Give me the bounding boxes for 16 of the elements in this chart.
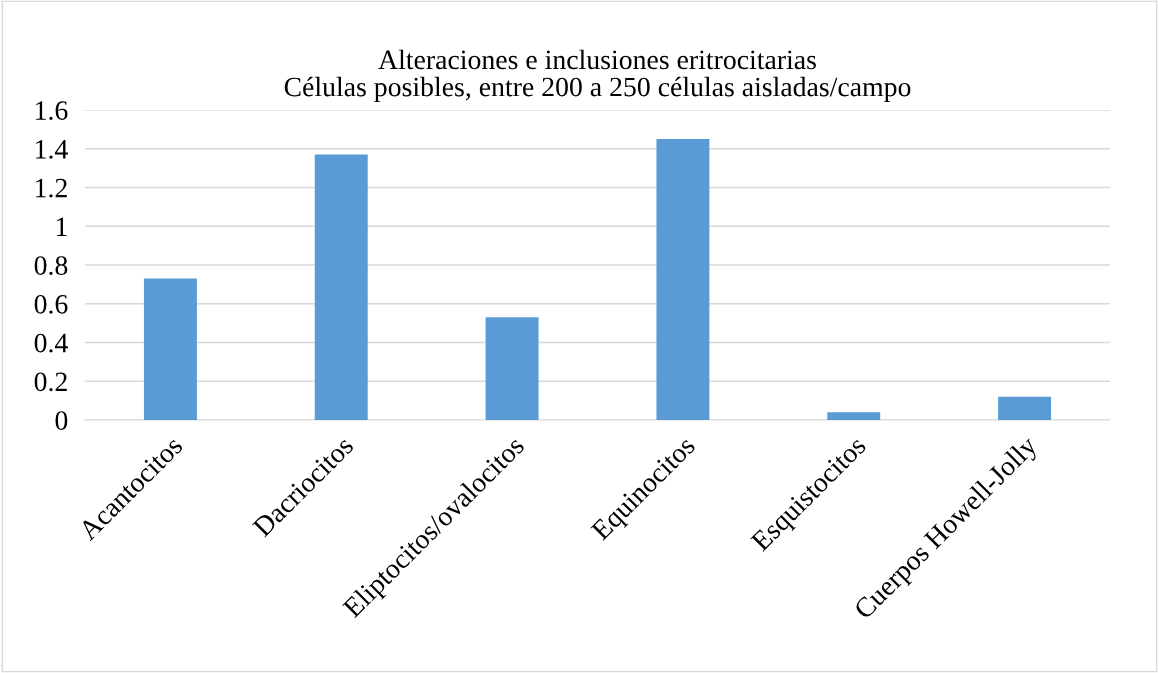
bar: [656, 139, 710, 420]
y-tick-label: 0.2: [34, 372, 67, 392]
y-tick-label: 0.8: [34, 256, 68, 276]
y-tick-label: 1.4: [36, 140, 68, 159]
y-tick-label: 0.4: [34, 333, 68, 353]
bar: [143, 278, 197, 420]
y-tick-label: 1.6: [36, 101, 68, 121]
bar: [314, 154, 368, 420]
chart-title: Alteraciones e inclusiones eritrocitarias Células posibles, entre 200 a 250 células aisladas/campo: [284, 49, 911, 103]
bar: [485, 317, 539, 420]
y-tick-label: 0: [55, 411, 68, 430]
y-tick-label: 0.6: [34, 294, 68, 314]
y-tick-label: 1.2: [36, 178, 67, 198]
bar: [827, 412, 881, 420]
y-tick-label: 1: [56, 217, 67, 236]
bar: [998, 396, 1052, 420]
